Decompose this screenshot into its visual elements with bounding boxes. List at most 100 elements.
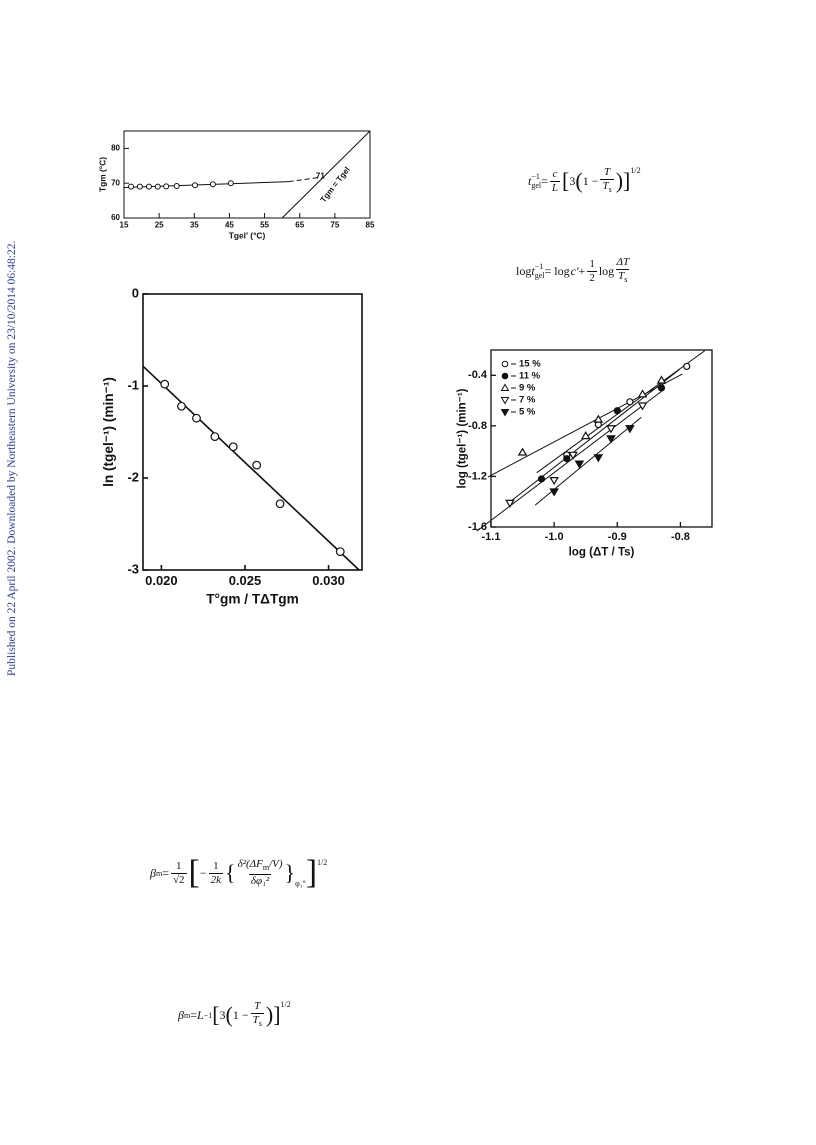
data-point [128, 183, 135, 190]
fit-line [534, 416, 642, 506]
equation-part: = [162, 865, 169, 880]
data-point [517, 447, 528, 456]
equation-part: δφ₁² [248, 874, 272, 888]
x-tick-label: -0.8 [671, 531, 690, 543]
data-point [335, 547, 345, 556]
equation-group: T Ts [250, 1000, 264, 1030]
data-point [500, 409, 510, 417]
equation-part: s [624, 275, 628, 285]
equation-part: φ₁° [295, 879, 306, 889]
equation-part: gel [531, 181, 542, 191]
data-point [136, 183, 143, 190]
data-point [574, 460, 585, 469]
x-tick-label: 45 [225, 220, 234, 229]
equation-group: δ²(ΔFm/V) δφ₁² [238, 858, 283, 888]
y-tick-label: 0 [132, 285, 139, 300]
data-point [626, 398, 634, 406]
data-point [501, 372, 509, 380]
x-tick-label: 85 [366, 220, 375, 229]
data-point [593, 454, 604, 463]
equation-group: −1 gel [531, 172, 541, 190]
data-point [656, 375, 667, 384]
x-tick-label: 75 [330, 220, 339, 229]
data-point [500, 397, 510, 405]
x-tick-label: 55 [260, 220, 269, 229]
equation-part: β [150, 865, 156, 880]
x-tick-label: 0.025 [229, 573, 262, 588]
data-point [163, 183, 170, 190]
x-tick-label: 35 [190, 220, 199, 229]
equation-part: log [598, 263, 615, 278]
equation-part: ) [265, 1002, 274, 1028]
equation-part: /V) [269, 858, 283, 870]
equation-part: log [516, 263, 532, 278]
data-point [227, 180, 234, 187]
equation-part: gel [534, 271, 545, 281]
equation-part: 1/2 [630, 166, 641, 175]
data-point [657, 384, 666, 392]
equation-group: ΔT Ts [616, 256, 630, 286]
data-point [145, 183, 152, 190]
data-point [625, 425, 635, 434]
equation-part: 1 [589, 257, 595, 270]
equation-part: L [549, 180, 561, 194]
data-point [580, 431, 591, 440]
identity-line [281, 130, 371, 219]
data-point [593, 414, 604, 423]
equation-part: T [252, 1014, 259, 1026]
equation-group: Ts [616, 269, 630, 286]
data-point [683, 362, 691, 371]
data-point [191, 182, 198, 189]
x-tick-label: 0.030 [312, 573, 345, 588]
equation-part: m [155, 868, 163, 878]
data-point [210, 432, 220, 442]
equation-group: Ts [600, 179, 614, 196]
equation-part: 1 − [232, 1007, 249, 1022]
equation-part: −1 [531, 172, 540, 182]
y-axis-label: ln (tgel⁻¹) (min⁻¹) [101, 377, 116, 487]
equation-part: ΔT [616, 256, 630, 268]
data-point [637, 402, 648, 411]
x-tick-label: 25 [155, 220, 164, 229]
y-axis-label: Tgm (°C) [97, 157, 107, 192]
equation-part: [ [188, 854, 200, 892]
equation-part: [ [562, 168, 570, 194]
equation-part: 2k [208, 872, 224, 886]
equation-part: T [602, 180, 609, 192]
y-tick-label: 70 [111, 178, 120, 187]
equation-part: m [262, 863, 270, 873]
equation-part: 1/2 [317, 858, 328, 867]
data-point [637, 389, 648, 398]
chart: -1.1 -1.0 -0.9 -0.8 -1.6 -1.2 -0.8 -0.4 log (ΔT … [456, 349, 713, 558]
x-axis-label: log (ΔT / Ts) [569, 546, 635, 558]
data-point [613, 407, 621, 415]
equation-part: } [284, 860, 296, 886]
y-tick-label: -1.2 [468, 470, 487, 482]
equation-part: L [197, 1007, 204, 1022]
legend-label: 15 % [519, 359, 541, 370]
data-point [160, 379, 170, 389]
x-tick-label: -0.9 [608, 531, 627, 543]
equation-part: c [552, 167, 558, 180]
legend-label: 5 % [519, 407, 536, 418]
annotation: 71 [316, 171, 325, 180]
equation-part: ( [225, 1002, 233, 1028]
equation-part: = [541, 173, 548, 188]
equation-part: 3 [219, 1007, 226, 1022]
equation-part: √2 [171, 872, 187, 886]
equation-part: − [199, 865, 207, 880]
equation-part: δ²(ΔF [237, 858, 263, 870]
equation-group: Ts [250, 1013, 264, 1030]
y-tick-label: -2 [127, 469, 139, 484]
equation-part: 1 − [582, 173, 599, 188]
equation-part: ] [623, 168, 631, 194]
equation-part: t [531, 263, 535, 278]
equation-part: s [608, 185, 612, 195]
equation-part: T [618, 270, 625, 282]
